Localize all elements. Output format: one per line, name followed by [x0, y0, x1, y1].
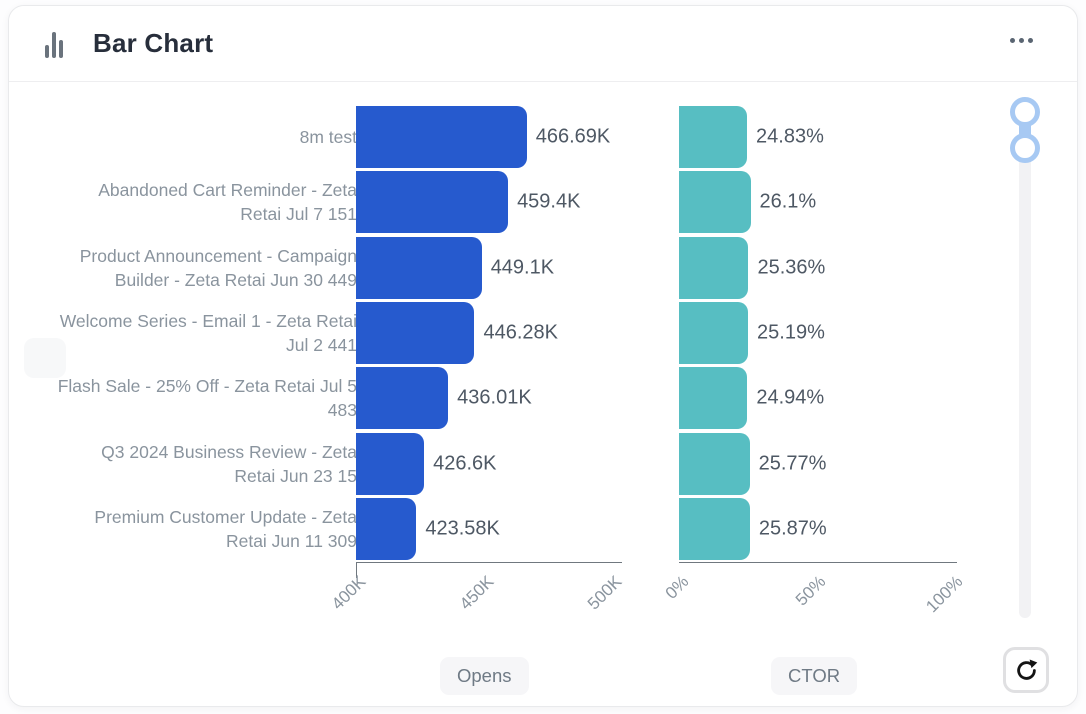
- value-label: 24.83%: [756, 125, 824, 148]
- category-label: Product Announcement - Campaign Builder …: [79, 245, 357, 290]
- value-label: 436.01K: [457, 386, 532, 409]
- ctor-bar[interactable]: [679, 367, 748, 430]
- x-axis-tick-label: 400K: [327, 572, 370, 614]
- legend-ctor-button[interactable]: CTOR: [771, 657, 858, 695]
- x-axis-tick: [356, 562, 357, 578]
- value-label: 449.1K: [490, 256, 555, 279]
- x-axis-line: [356, 562, 622, 563]
- range-slider-handle-bottom[interactable]: [1010, 133, 1040, 163]
- legend-opens-button[interactable]: Opens: [440, 657, 529, 695]
- opens-bar[interactable]: [356, 432, 425, 495]
- ctor-bar[interactable]: [679, 106, 748, 168]
- bar-chart-card: Bar Chart 8m test 466.69K 24.83% Abandoned …: [8, 5, 1078, 707]
- refresh-button[interactable]: [1003, 647, 1049, 693]
- chart-area: 8m test 466.69K 24.83% Abandoned Cart Remin…: [9, 6, 1077, 706]
- side-hover-ghost: [24, 338, 66, 378]
- value-label: 426.6K: [433, 452, 497, 474]
- category-label: Flash Sale - 25% Off - Zeta Retai Jul 5 …: [57, 376, 357, 421]
- opens-bar[interactable]: [356, 497, 417, 560]
- category-label: Premium Customer Update - Zeta Retai Jun…: [94, 506, 357, 551]
- value-label: 446.28K: [483, 321, 558, 344]
- opens-bar[interactable]: [356, 171, 509, 234]
- value-label: 25.19%: [757, 321, 825, 344]
- bar-chart-icon: [45, 30, 63, 58]
- category-label: 8m test: [299, 127, 357, 147]
- value-label: 459.4K: [517, 190, 581, 213]
- ctor-bar[interactable]: [679, 301, 749, 364]
- value-label: 25.77%: [758, 452, 827, 474]
- ctor-bar[interactable]: [679, 171, 751, 234]
- card-header: Bar Chart: [9, 6, 1077, 82]
- category-label: Welcome Series - Email 1 - Zeta Retai Ju…: [59, 310, 357, 355]
- opens-bar[interactable]: [356, 106, 527, 168]
- x-axis-tick-label: 50%: [791, 572, 830, 610]
- opens-bar[interactable]: [356, 301, 475, 364]
- value-label: 24.94%: [756, 386, 825, 409]
- value-label: 26.1%: [759, 190, 817, 213]
- ellipsis-icon[interactable]: [1004, 32, 1039, 49]
- category-label: Q3 2024 Business Review - Zeta Retai Jun…: [101, 441, 357, 486]
- x-axis-tick-label: 0%: [661, 572, 693, 603]
- x-axis-line: [679, 562, 957, 563]
- ctor-bar[interactable]: [679, 236, 749, 299]
- category-label: Abandoned Cart Reminder - Zeta Retai Jul…: [98, 180, 357, 225]
- opens-bar[interactable]: [356, 367, 449, 430]
- range-slider-handle-top[interactable]: [1010, 97, 1040, 127]
- x-axis-tick-label: 500K: [583, 572, 626, 614]
- ctor-bar[interactable]: [679, 432, 750, 495]
- ctor-bar[interactable]: [679, 497, 750, 560]
- opens-bar[interactable]: [356, 236, 482, 299]
- range-slider-track[interactable]: [1019, 106, 1031, 618]
- value-label: 25.36%: [757, 256, 826, 279]
- refresh-icon: [1016, 658, 1037, 680]
- card-title: Bar Chart: [93, 28, 214, 58]
- x-axis-tick-label: 100%: [922, 572, 967, 617]
- value-label: 423.58K: [425, 517, 500, 540]
- value-label: 466.69K: [535, 125, 611, 148]
- value-label: 25.87%: [758, 517, 827, 540]
- x-axis-tick-label: 450K: [455, 572, 498, 614]
